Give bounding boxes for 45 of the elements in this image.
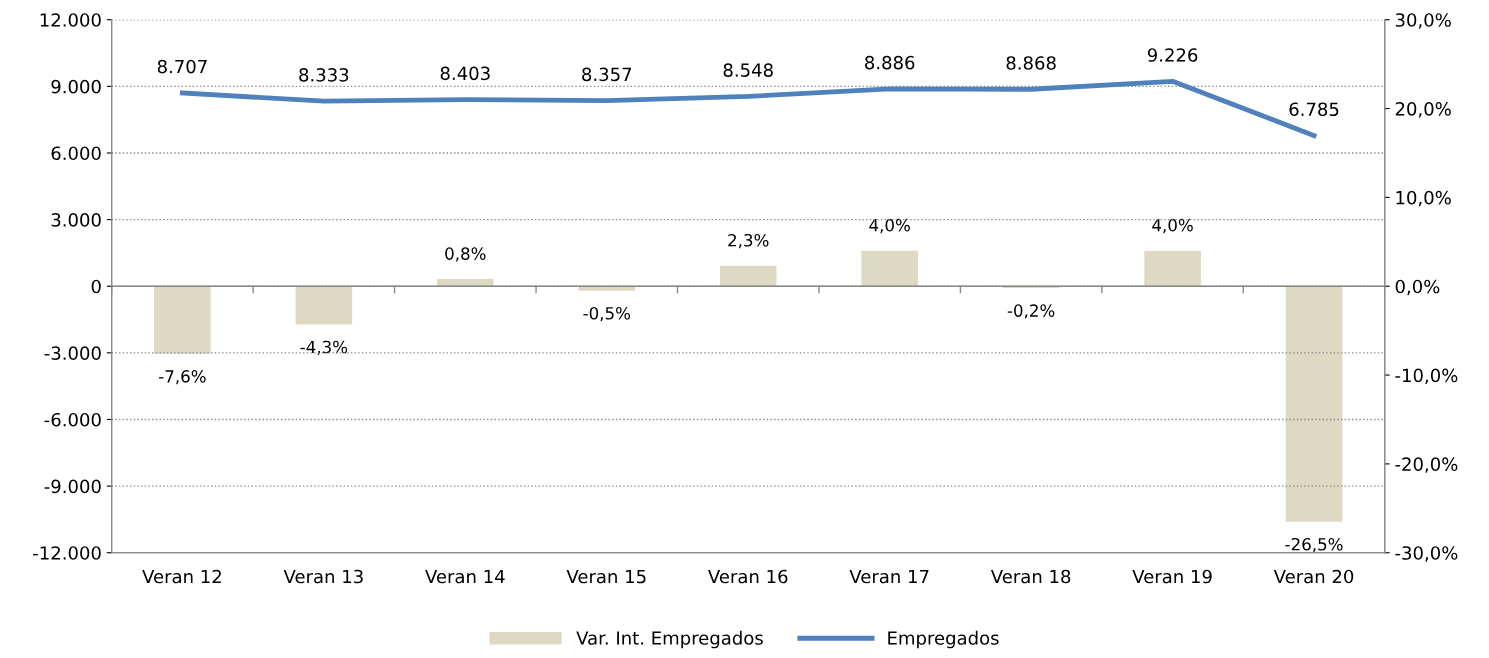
- y-tick-label: -3.000: [44, 346, 101, 360]
- x-tick-label: Veran 15: [566, 569, 646, 584]
- data-label: 0,8%: [445, 247, 486, 262]
- y-tick-label: -6.000: [44, 412, 101, 427]
- data-label: 8.886: [865, 55, 915, 70]
- y-tick-label: 3.000: [51, 213, 101, 227]
- y2-tick-label: 20,0%: [1395, 102, 1451, 118]
- data-label: 8.403: [440, 66, 490, 81]
- x-tick-label: Veran 16: [708, 569, 788, 584]
- data-label: 6.785: [1289, 102, 1339, 117]
- x-tick-label: Veran 19: [1132, 569, 1212, 584]
- y-tick-label: 12.000: [40, 13, 101, 27]
- y2-tick-label: -20,0%: [1395, 457, 1458, 473]
- y-tick-label: 6.000: [51, 146, 101, 161]
- data-label: -26,5%: [1285, 537, 1343, 553]
- y2-tick-label: 10,0%: [1396, 190, 1451, 207]
- x-tick-label: Veran 18: [990, 569, 1071, 584]
- x-tick-label: Veran 20: [1273, 569, 1354, 584]
- data-label: 8.868: [1006, 56, 1056, 70]
- data-label: -0,2%: [1007, 304, 1055, 319]
- y-tick-label: 0: [91, 279, 101, 294]
- y2-tick-label: 0,0%: [1395, 279, 1440, 296]
- data-label: 4,0%: [869, 218, 910, 234]
- data-label: 8.548: [723, 63, 773, 77]
- x-tick-label: Veran 13: [283, 569, 363, 584]
- data-label: 8.357: [582, 67, 632, 82]
- data-label: 4,0%: [1152, 218, 1193, 234]
- legend-label: Empregados: [888, 630, 999, 649]
- data-label: 2,3%: [728, 233, 769, 249]
- data-label: -4,3%: [300, 340, 348, 356]
- data-label: 8.707: [157, 59, 207, 74]
- y2-tick-label: -10,0%: [1395, 368, 1458, 385]
- legend-label: Var. Int. Empregados: [576, 630, 763, 649]
- y-tick-label: -9.000: [44, 479, 101, 494]
- y2-tick-label: -30,0%: [1395, 546, 1458, 562]
- y-tick-label: -12.000: [33, 546, 101, 560]
- x-tick-label: Veran 12: [142, 569, 221, 584]
- data-label: 9.226: [1147, 48, 1198, 62]
- x-tick-label: Veran 14: [425, 569, 505, 584]
- y-tick-label: 9.000: [51, 79, 101, 94]
- data-label: 8.333: [299, 68, 349, 82]
- y2-tick-label: 30,0%: [1395, 13, 1451, 29]
- x-tick-label: Veran 17: [849, 569, 929, 584]
- data-label: -0,5%: [583, 306, 631, 322]
- data-label: -7,6%: [159, 370, 206, 385]
